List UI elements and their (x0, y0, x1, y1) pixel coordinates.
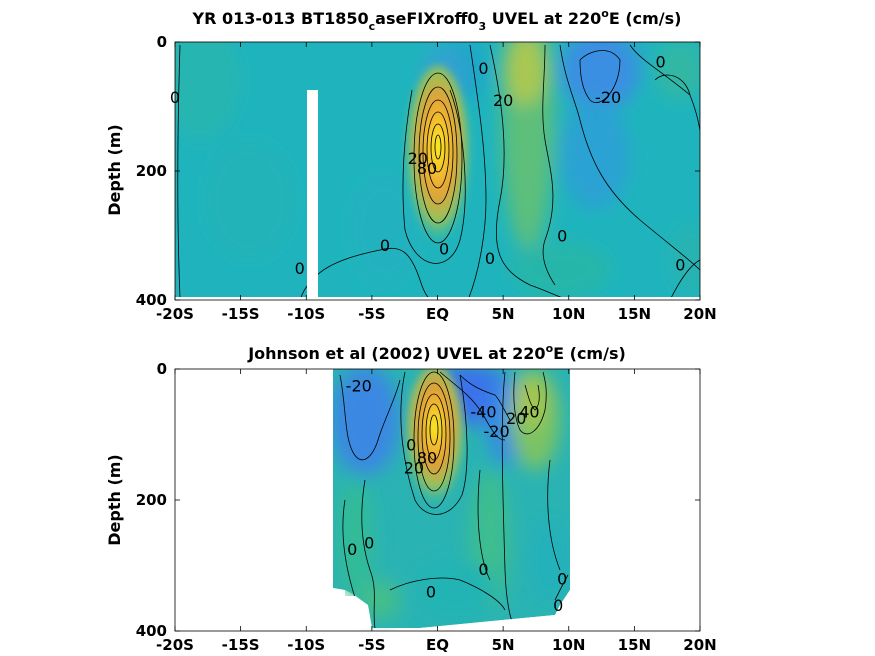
top-contour-label: 20 (408, 149, 428, 168)
bottom-y-tick-label: 0 (157, 360, 167, 378)
top-x-tick-label: -15S (222, 305, 260, 323)
top-y-axis-label: Depth (m) (105, 124, 124, 216)
top-contour-label: 0 (295, 259, 305, 278)
model-uvel-panel: YR 013-013 BT1850caseFIXroff03 UVEL at 2… (105, 7, 717, 323)
bottom-contour-label: 20 (404, 458, 424, 477)
bottom-contour-label: 0 (553, 596, 563, 615)
bottom-contour-label: 40 (519, 403, 539, 422)
top-panel-title: YR 013-013 BT1850caseFIXroff03 UVEL at 2… (192, 7, 682, 33)
top-contour-label: 0 (439, 239, 449, 258)
bottom-y-tick-label: 200 (136, 491, 167, 509)
top-contour-label: 80 (417, 159, 437, 178)
bottom-x-tick-label: -20S (156, 636, 194, 654)
bottom-contour-label: 0 (364, 534, 374, 553)
bottom-contour-label: -20 (483, 422, 509, 441)
bottom-contour-label: 0 (426, 583, 436, 602)
bottom-contour-label: -20 (346, 376, 372, 395)
bottom-contour-label: 0 (557, 570, 567, 589)
missing-data-column (307, 90, 318, 300)
bottom-contour-label: -40 (470, 403, 496, 422)
no-data-west (175, 369, 333, 631)
top-contour-label: 0 (675, 256, 685, 275)
bottom-x-tick-label: -5S (358, 636, 385, 654)
observation-uvel-panel: Johnson et al (2002) UVEL at 220oE (cm/s… (105, 342, 717, 654)
no-data-east (570, 369, 700, 631)
top-contour-label: 0 (485, 249, 495, 268)
top-y-tick-label: 0 (157, 33, 167, 51)
top-contour-label: 0 (656, 52, 666, 71)
top-contour-label: 20 (493, 91, 513, 110)
top-x-tick-label: EQ (426, 305, 449, 323)
bottom-y-axis-label: Depth (m) (105, 454, 124, 546)
top-contour-label: 0 (380, 236, 390, 255)
bottom-contour-label: 0 (347, 540, 357, 559)
bottom-x-tick-label: EQ (426, 636, 449, 654)
top-y-tick-label: 400 (136, 291, 167, 309)
bottom-x-tick-label: -15S (222, 636, 260, 654)
bottom-x-tick-label: 10N (552, 636, 585, 654)
bottom-contour-label: 80 (417, 448, 437, 467)
top-x-tick-label: -10S (287, 305, 325, 323)
top-x-tick-label: 15N (618, 305, 651, 323)
top-x-tick-label: -20S (156, 305, 194, 323)
top-contour-label: 0 (557, 227, 567, 246)
bottom-x-tick-label: 15N (618, 636, 651, 654)
bottom-x-tick-label: -10S (287, 636, 325, 654)
top-heatmap (175, 42, 700, 300)
top-y-tick-label: 200 (136, 162, 167, 180)
bottom-contour-label: 0 (406, 435, 416, 454)
bottom-contour-label: 20 (506, 409, 526, 428)
bottom-x-tick-label: 20N (683, 636, 716, 654)
bottom-heatmap (175, 369, 700, 631)
top-contour-label: -20 (595, 88, 621, 107)
top-contour-label: 0 (478, 59, 488, 78)
bottom-y-tick-label: 400 (136, 622, 167, 640)
top-x-tick-label: -5S (358, 305, 385, 323)
bottom-panel-title: Johnson et al (2002) UVEL at 220oE (cm/s… (247, 342, 626, 363)
bottom-x-tick-label: 5N (492, 636, 515, 654)
top-x-tick-label: 5N (492, 305, 515, 323)
bottom-contour-label: 0 (478, 560, 488, 579)
top-x-tick-label: 10N (552, 305, 585, 323)
top-x-tick-label: 20N (683, 305, 716, 323)
